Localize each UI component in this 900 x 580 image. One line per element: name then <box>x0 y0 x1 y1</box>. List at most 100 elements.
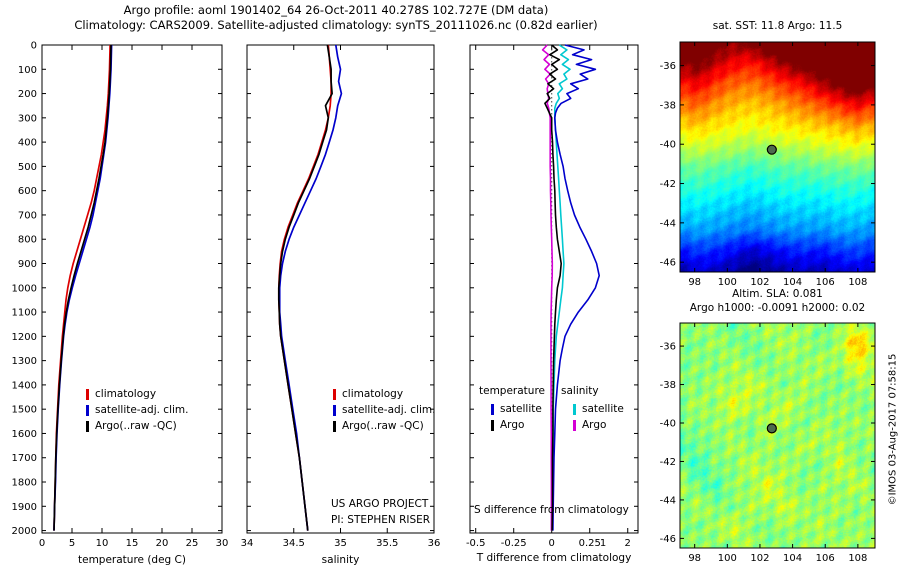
lon-tick-label: 102 <box>750 277 769 288</box>
us-argo-project-note: US ARGO PROJECT <box>331 498 429 510</box>
lon-tick-label: 98 <box>688 277 701 288</box>
sst-heatmap <box>680 42 875 272</box>
legend-label: climatology <box>95 388 157 400</box>
figure-title-line1: Argo profile: aoml 1901402_64 26-Oct-201… <box>123 3 549 17</box>
depth-tick-label: 300 <box>18 113 37 124</box>
depth-tick-label: 1600 <box>12 429 37 440</box>
legend-label: satellite <box>500 403 542 415</box>
depth-tick-label: 1300 <box>12 356 37 367</box>
sal-axis-label: salinity <box>321 554 360 566</box>
legend-item: satellite-adj. clim. <box>333 402 435 418</box>
figure-title-line2: Climatology: CARS2009. Satellite-adjuste… <box>74 18 598 32</box>
lat-tick-label: -38 <box>660 380 676 391</box>
lat-tick-label: -42 <box>660 457 676 468</box>
lat-tick-label: -38 <box>660 100 676 111</box>
depth-tick-label: 1000 <box>12 283 37 294</box>
x-tick-label: -0.5 <box>466 538 486 549</box>
legend-item: Argo(..raw -QC) <box>333 418 435 434</box>
legend-label: satellite-adj. clim. <box>95 404 189 416</box>
lat-tick-label: -40 <box>660 419 676 430</box>
copyright-stamp: ©IMOS 03-Aug-2017 07:58:15 <box>887 353 899 506</box>
depth-tick-label: 900 <box>18 259 37 270</box>
diff-legend: temperature satellite Argo salinity satellit… <box>479 385 624 433</box>
legend-label: Argo <box>582 419 607 431</box>
lon-tick-label: 108 <box>848 277 867 288</box>
x-tick-label: 35.5 <box>376 538 398 549</box>
legend-line-sample <box>573 403 576 415</box>
legend-line-sample <box>333 420 336 432</box>
x-tick-label: 36 <box>428 538 441 549</box>
temp-axis-label: temperature (deg C) <box>78 554 186 566</box>
lon-tick-label: 106 <box>816 553 835 564</box>
depth-tick-label: 1800 <box>12 478 37 489</box>
lon-tick-label: 100 <box>718 553 737 564</box>
lon-tick-label: 106 <box>816 277 835 288</box>
x-tick-label: -0.25 <box>501 538 527 549</box>
legend-column: salinity satellite Argo <box>561 385 624 433</box>
x-tick-label: 2 <box>625 538 631 549</box>
depth-tick-label: 1500 <box>12 405 37 416</box>
series-climatology <box>53 44 111 531</box>
sdiff-annotation: S difference from climatology <box>474 504 629 516</box>
x-tick-label: 35 <box>334 538 347 549</box>
depth-tick-label: 500 <box>18 162 37 173</box>
sla-map-title: Altim. SLA: 0.081 <box>732 288 823 300</box>
legend-line-sample <box>86 420 89 432</box>
legend-header: salinity <box>561 385 599 397</box>
tdiff-axis-label: T difference from climatology <box>476 552 632 564</box>
x-tick-label: 0.25 <box>579 538 601 549</box>
legend-label: Argo(..raw -QC) <box>95 420 177 432</box>
legend-item: satellite <box>479 401 545 417</box>
legend-line-sample <box>86 404 89 416</box>
legend-label: climatology <box>342 388 404 400</box>
float-position-marker <box>766 423 777 434</box>
lat-tick-label: -46 <box>660 534 676 545</box>
depth-tick-label: 100 <box>18 65 37 76</box>
legend-label: Argo(..raw -QC) <box>342 420 424 432</box>
legend-line-sample <box>491 403 494 415</box>
lat-tick-label: -36 <box>660 61 676 72</box>
lat-tick-label: -36 <box>660 342 676 353</box>
series-satellite-adj-clim <box>53 44 113 531</box>
x-tick-label: 34 <box>241 538 254 549</box>
series-sdiff-satellite <box>551 44 571 531</box>
series-argo-raw-qc <box>277 44 333 531</box>
figure-header: Argo profile: aoml 1901402_64 26-Oct-201… <box>0 3 672 33</box>
x-tick-label: 34.5 <box>283 538 305 549</box>
legend-item: satellite-adj. clim. <box>86 402 188 418</box>
x-tick-label: 1 <box>600 538 606 549</box>
legend-item: Argo <box>479 417 545 433</box>
lon-tick-label: 98 <box>688 553 701 564</box>
map-frame <box>679 41 876 273</box>
series-sdiff-argo <box>541 44 554 531</box>
map-frame <box>679 322 876 549</box>
sal-legend: climatology satellite-adj. clim. Argo(..ra… <box>333 386 435 434</box>
depth-tick-label: 1400 <box>12 380 37 391</box>
lat-tick-label: -44 <box>660 495 676 506</box>
x-tick-label: 20 <box>156 538 169 549</box>
legend-item: satellite <box>561 401 624 417</box>
depth-tick-label: 200 <box>18 89 37 100</box>
legend-item: climatology <box>333 386 435 402</box>
legend-label: satellite <box>582 403 624 415</box>
legend-line-sample <box>573 419 576 431</box>
series-tdiff-satellite <box>552 44 601 531</box>
lon-tick-label: 100 <box>718 277 737 288</box>
x-tick-label: 25 <box>186 538 199 549</box>
legend-line-sample <box>333 388 336 400</box>
x-tick-label: 10 <box>96 538 109 549</box>
lon-tick-label: 108 <box>848 553 867 564</box>
depth-tick-label: 600 <box>18 186 37 197</box>
lat-tick-label: -44 <box>660 218 676 229</box>
pi-note: PI: STEPHEN RISER <box>331 514 431 526</box>
sla-map-subtitle: Argo h1000: -0.0091 h2000: 0.02 <box>689 302 866 314</box>
axes-frame <box>41 44 223 534</box>
depth-tick-label: 400 <box>18 138 37 149</box>
x-tick-label: 0 <box>549 538 555 549</box>
depth-tick-label: 1900 <box>12 502 37 513</box>
legend-line-sample <box>333 404 336 416</box>
lon-tick-label: 104 <box>783 277 802 288</box>
legend-header: temperature <box>479 385 545 397</box>
sst-map-title: sat. SST: 11.8 Argo: 11.5 <box>712 20 843 32</box>
